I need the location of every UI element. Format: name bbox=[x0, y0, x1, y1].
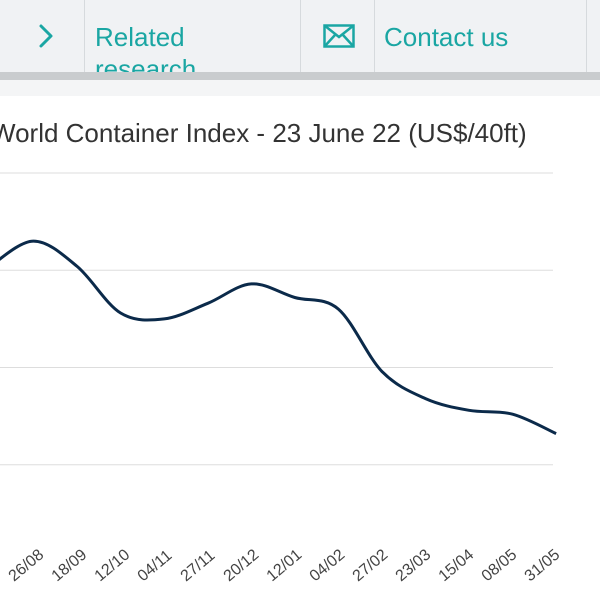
contact-us-link[interactable]: Contact us bbox=[374, 0, 587, 72]
contact-icon-segment[interactable] bbox=[300, 0, 375, 72]
x-tick-label: 08/05 bbox=[479, 546, 521, 585]
series-line bbox=[0, 239, 557, 435]
x-tick-label: 12/10 bbox=[92, 546, 134, 585]
x-tick-label: 04/02 bbox=[307, 546, 349, 585]
x-tick-label: 23/03 bbox=[393, 546, 435, 585]
envelope-icon bbox=[323, 24, 355, 53]
contact-us-label: Contact us bbox=[384, 22, 509, 52]
nav-next-segment bbox=[586, 0, 600, 72]
chart-title: World Container Index - 23 June 22 (US$/… bbox=[0, 118, 527, 148]
x-tick-label: 15/04 bbox=[436, 546, 478, 585]
x-tick-label: 20/12 bbox=[221, 546, 263, 585]
x-tick-label: 31/05 bbox=[522, 546, 564, 585]
x-tick-label: 27/02 bbox=[350, 546, 392, 585]
x-tick-label: 18/09 bbox=[49, 546, 91, 585]
top-nav-bar: Related research Contact us bbox=[0, 0, 600, 84]
chevron-right-icon bbox=[37, 22, 57, 55]
x-tick-label: 12/01 bbox=[264, 546, 306, 585]
nav-divider bbox=[0, 72, 600, 80]
x-tick-label: 27/11 bbox=[178, 547, 219, 585]
x-tick-label: 04/11 bbox=[135, 547, 176, 585]
sub-header-strip bbox=[0, 80, 600, 96]
x-tick-label: 26/08 bbox=[6, 546, 48, 585]
